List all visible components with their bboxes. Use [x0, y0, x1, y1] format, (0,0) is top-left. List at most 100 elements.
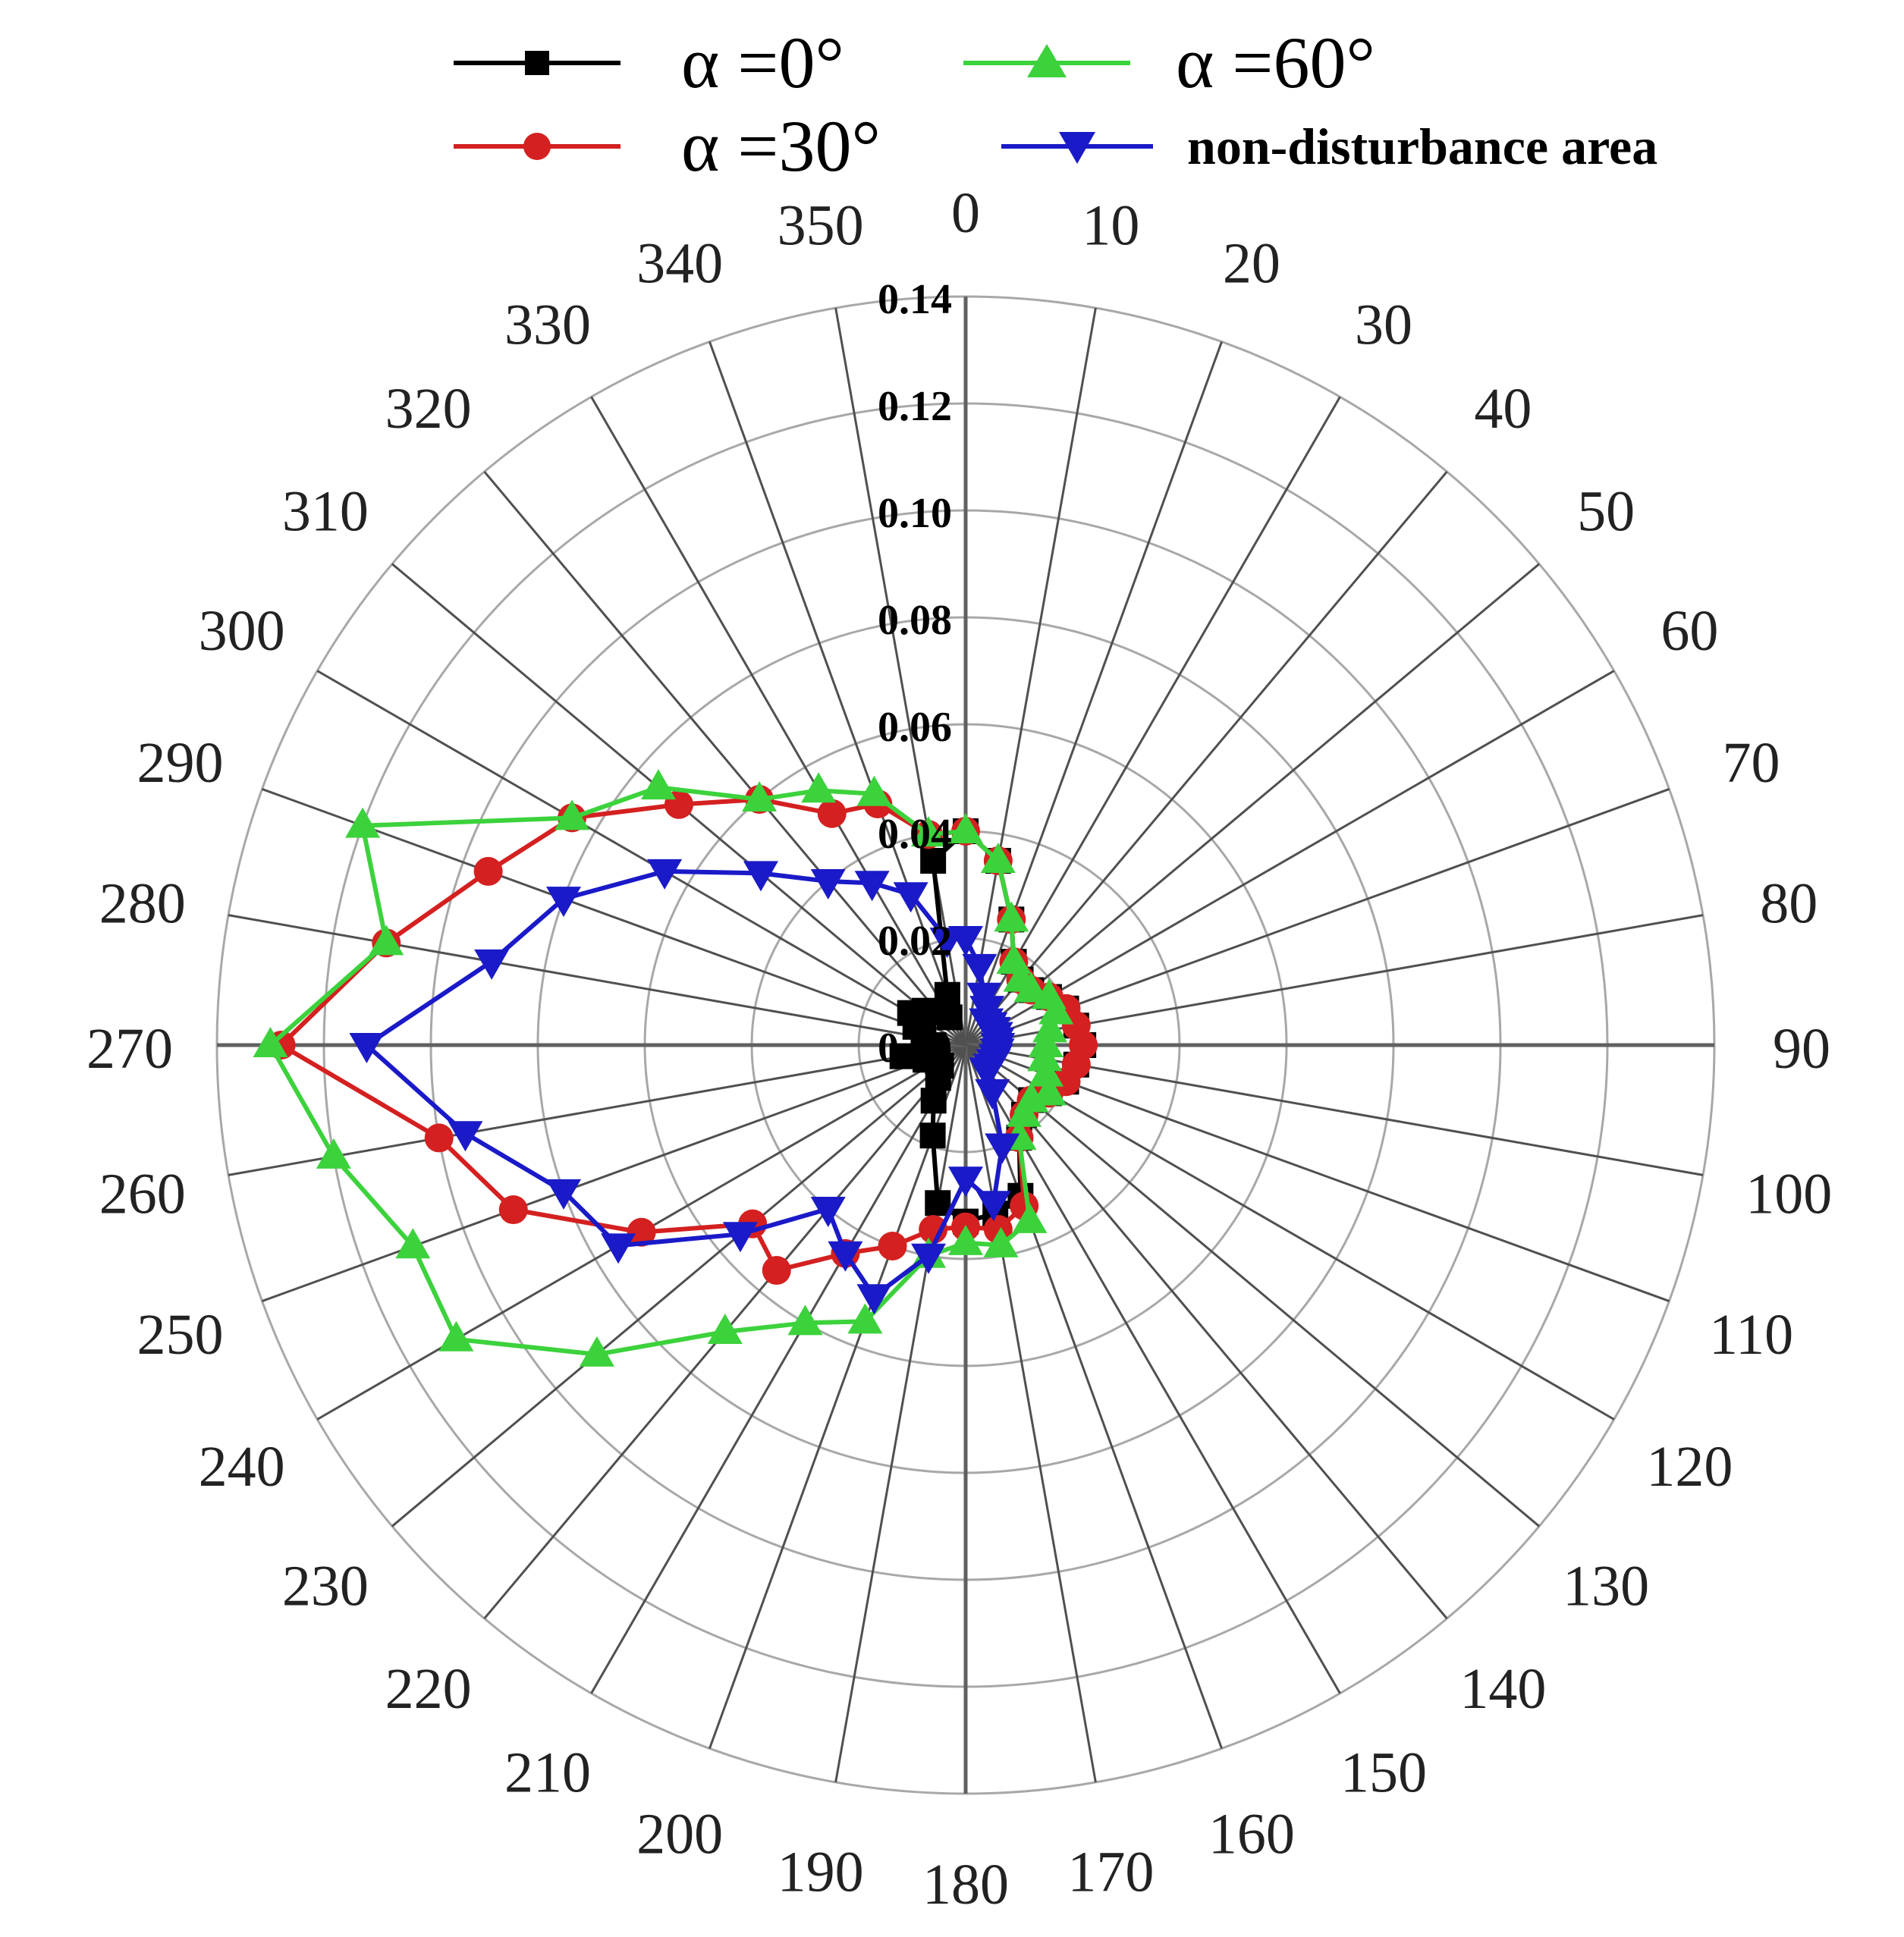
legend-swatch-alpha-0: [454, 51, 621, 75]
angle-tick-label: 70: [1723, 731, 1780, 795]
grid-spoke: [590, 396, 967, 1046]
data-point: [647, 859, 683, 890]
angle-tick-label: 150: [1340, 1741, 1427, 1804]
angle-tick-label: 200: [636, 1803, 723, 1866]
data-point: [847, 1303, 883, 1334]
data-point: [448, 1121, 483, 1152]
data-point: [934, 981, 960, 1008]
data-point: [438, 1320, 474, 1352]
data-point: [976, 1191, 1011, 1222]
angle-tick-label: 330: [504, 294, 591, 357]
angle-tick-label: 230: [282, 1554, 369, 1618]
grid-spoke: [834, 1044, 967, 1783]
grid-spoke: [483, 470, 967, 1046]
legend-label-alpha-60: α =60°: [1176, 22, 1375, 103]
grid-spoke: [964, 1044, 1097, 1783]
legend-item-alpha-30: α =30°: [454, 105, 1060, 188]
legend-label-non-disturbance: non-disturbance area: [1187, 118, 1658, 175]
data-point: [919, 1215, 948, 1245]
data-point: [878, 1231, 907, 1260]
data-point: [919, 1122, 946, 1149]
data-point: [828, 1241, 863, 1272]
data-point: [707, 1314, 743, 1345]
data-point: [640, 769, 676, 800]
series-layer: 0.00 0.02 0.04 0.06 0.08 0.10 0.12 0.14: [253, 276, 1098, 1367]
data-point: [929, 928, 965, 959]
data-point: [994, 901, 1029, 932]
data-point: [925, 1190, 951, 1217]
radial-tick-label: 0.14: [878, 276, 952, 323]
data-point: [762, 1256, 791, 1286]
angle-tick-label: 50: [1577, 480, 1635, 544]
angle-tick-label: 270: [86, 1017, 173, 1081]
data-point: [787, 1304, 823, 1336]
angle-tick-label: 240: [199, 1435, 285, 1499]
radial-tick-label: 0.06: [878, 704, 952, 751]
data-point: [920, 847, 947, 874]
data-point: [1028, 1027, 1064, 1057]
grid-spoke: [964, 341, 1223, 1046]
data-point: [473, 856, 503, 886]
angle-tick-label: 290: [137, 731, 223, 795]
radial-tick-label: 0.10: [878, 490, 952, 537]
grid-spoke: [709, 341, 967, 1046]
grid-spoke: [262, 788, 966, 1047]
angle-tick-label: 260: [99, 1162, 186, 1226]
radial-tick-label: 0.02: [878, 918, 952, 965]
angle-tick-label: 120: [1646, 1435, 1733, 1499]
data-point: [1032, 1012, 1068, 1043]
angle-tick-label: 130: [1563, 1554, 1649, 1618]
data-point: [1027, 1041, 1063, 1072]
data-point: [856, 775, 892, 806]
angle-tick-label: 10: [1082, 194, 1139, 258]
data-point: [817, 799, 847, 828]
legend-item-alpha-0: α =0°: [454, 21, 1060, 105]
angle-tick-label: 180: [922, 1853, 1009, 1917]
angle-tick-label: 210: [504, 1741, 591, 1804]
angle-tick-label: 250: [137, 1303, 223, 1367]
grid-spoke: [964, 470, 1448, 1046]
angle-tick-label: 310: [282, 480, 369, 544]
data-point: [985, 1133, 1020, 1164]
data-point: [579, 1336, 614, 1367]
data-point: [395, 1228, 431, 1259]
radial-tick-label: 0.12: [878, 383, 952, 430]
data-point: [546, 887, 582, 918]
angle-tick-label: 190: [778, 1840, 864, 1904]
grid-spoke: [709, 1044, 967, 1749]
grid-spoke: [964, 396, 1341, 1046]
angle-tick-label: 90: [1773, 1017, 1830, 1081]
data-point: [975, 1079, 1010, 1110]
data-point: [810, 1197, 846, 1228]
grid: [215, 295, 1716, 1795]
angle-labels: 0 10 20 30 40 50 60 70 80 90 100 110 120 130 140 150 160…: [86, 181, 1832, 1917]
grid-spoke: [590, 1044, 967, 1694]
series-2: [253, 769, 1074, 1367]
angle-tick-label: 170: [1067, 1840, 1154, 1904]
angle-tick-label: 280: [99, 872, 186, 936]
angle-tick-label: 320: [385, 377, 472, 441]
data-point: [369, 925, 404, 956]
radial-tick-label: 0.04: [878, 811, 952, 858]
data-point: [474, 949, 510, 980]
data-point: [253, 1027, 288, 1057]
grid-spoke: [964, 1044, 1448, 1620]
angle-tick-label: 80: [1760, 872, 1818, 936]
grid-spoke: [965, 1044, 1541, 1527]
data-point: [349, 1033, 385, 1063]
data-point: [555, 799, 590, 830]
data-point: [1007, 1096, 1042, 1127]
data-point: [546, 1179, 582, 1210]
grid-spoke: [965, 1044, 1615, 1421]
angle-tick-label: 350: [778, 194, 864, 258]
data-point: [948, 813, 983, 843]
data-point: [627, 1217, 656, 1247]
legend-swatch-alpha-60: [963, 44, 1130, 77]
data-point: [854, 871, 890, 902]
angle-tick-label: 220: [385, 1657, 472, 1721]
data-point: [893, 882, 928, 913]
data-point: [911, 1243, 947, 1274]
data-point: [424, 1123, 454, 1153]
data-point: [948, 1166, 983, 1198]
data-point: [936, 1004, 963, 1031]
